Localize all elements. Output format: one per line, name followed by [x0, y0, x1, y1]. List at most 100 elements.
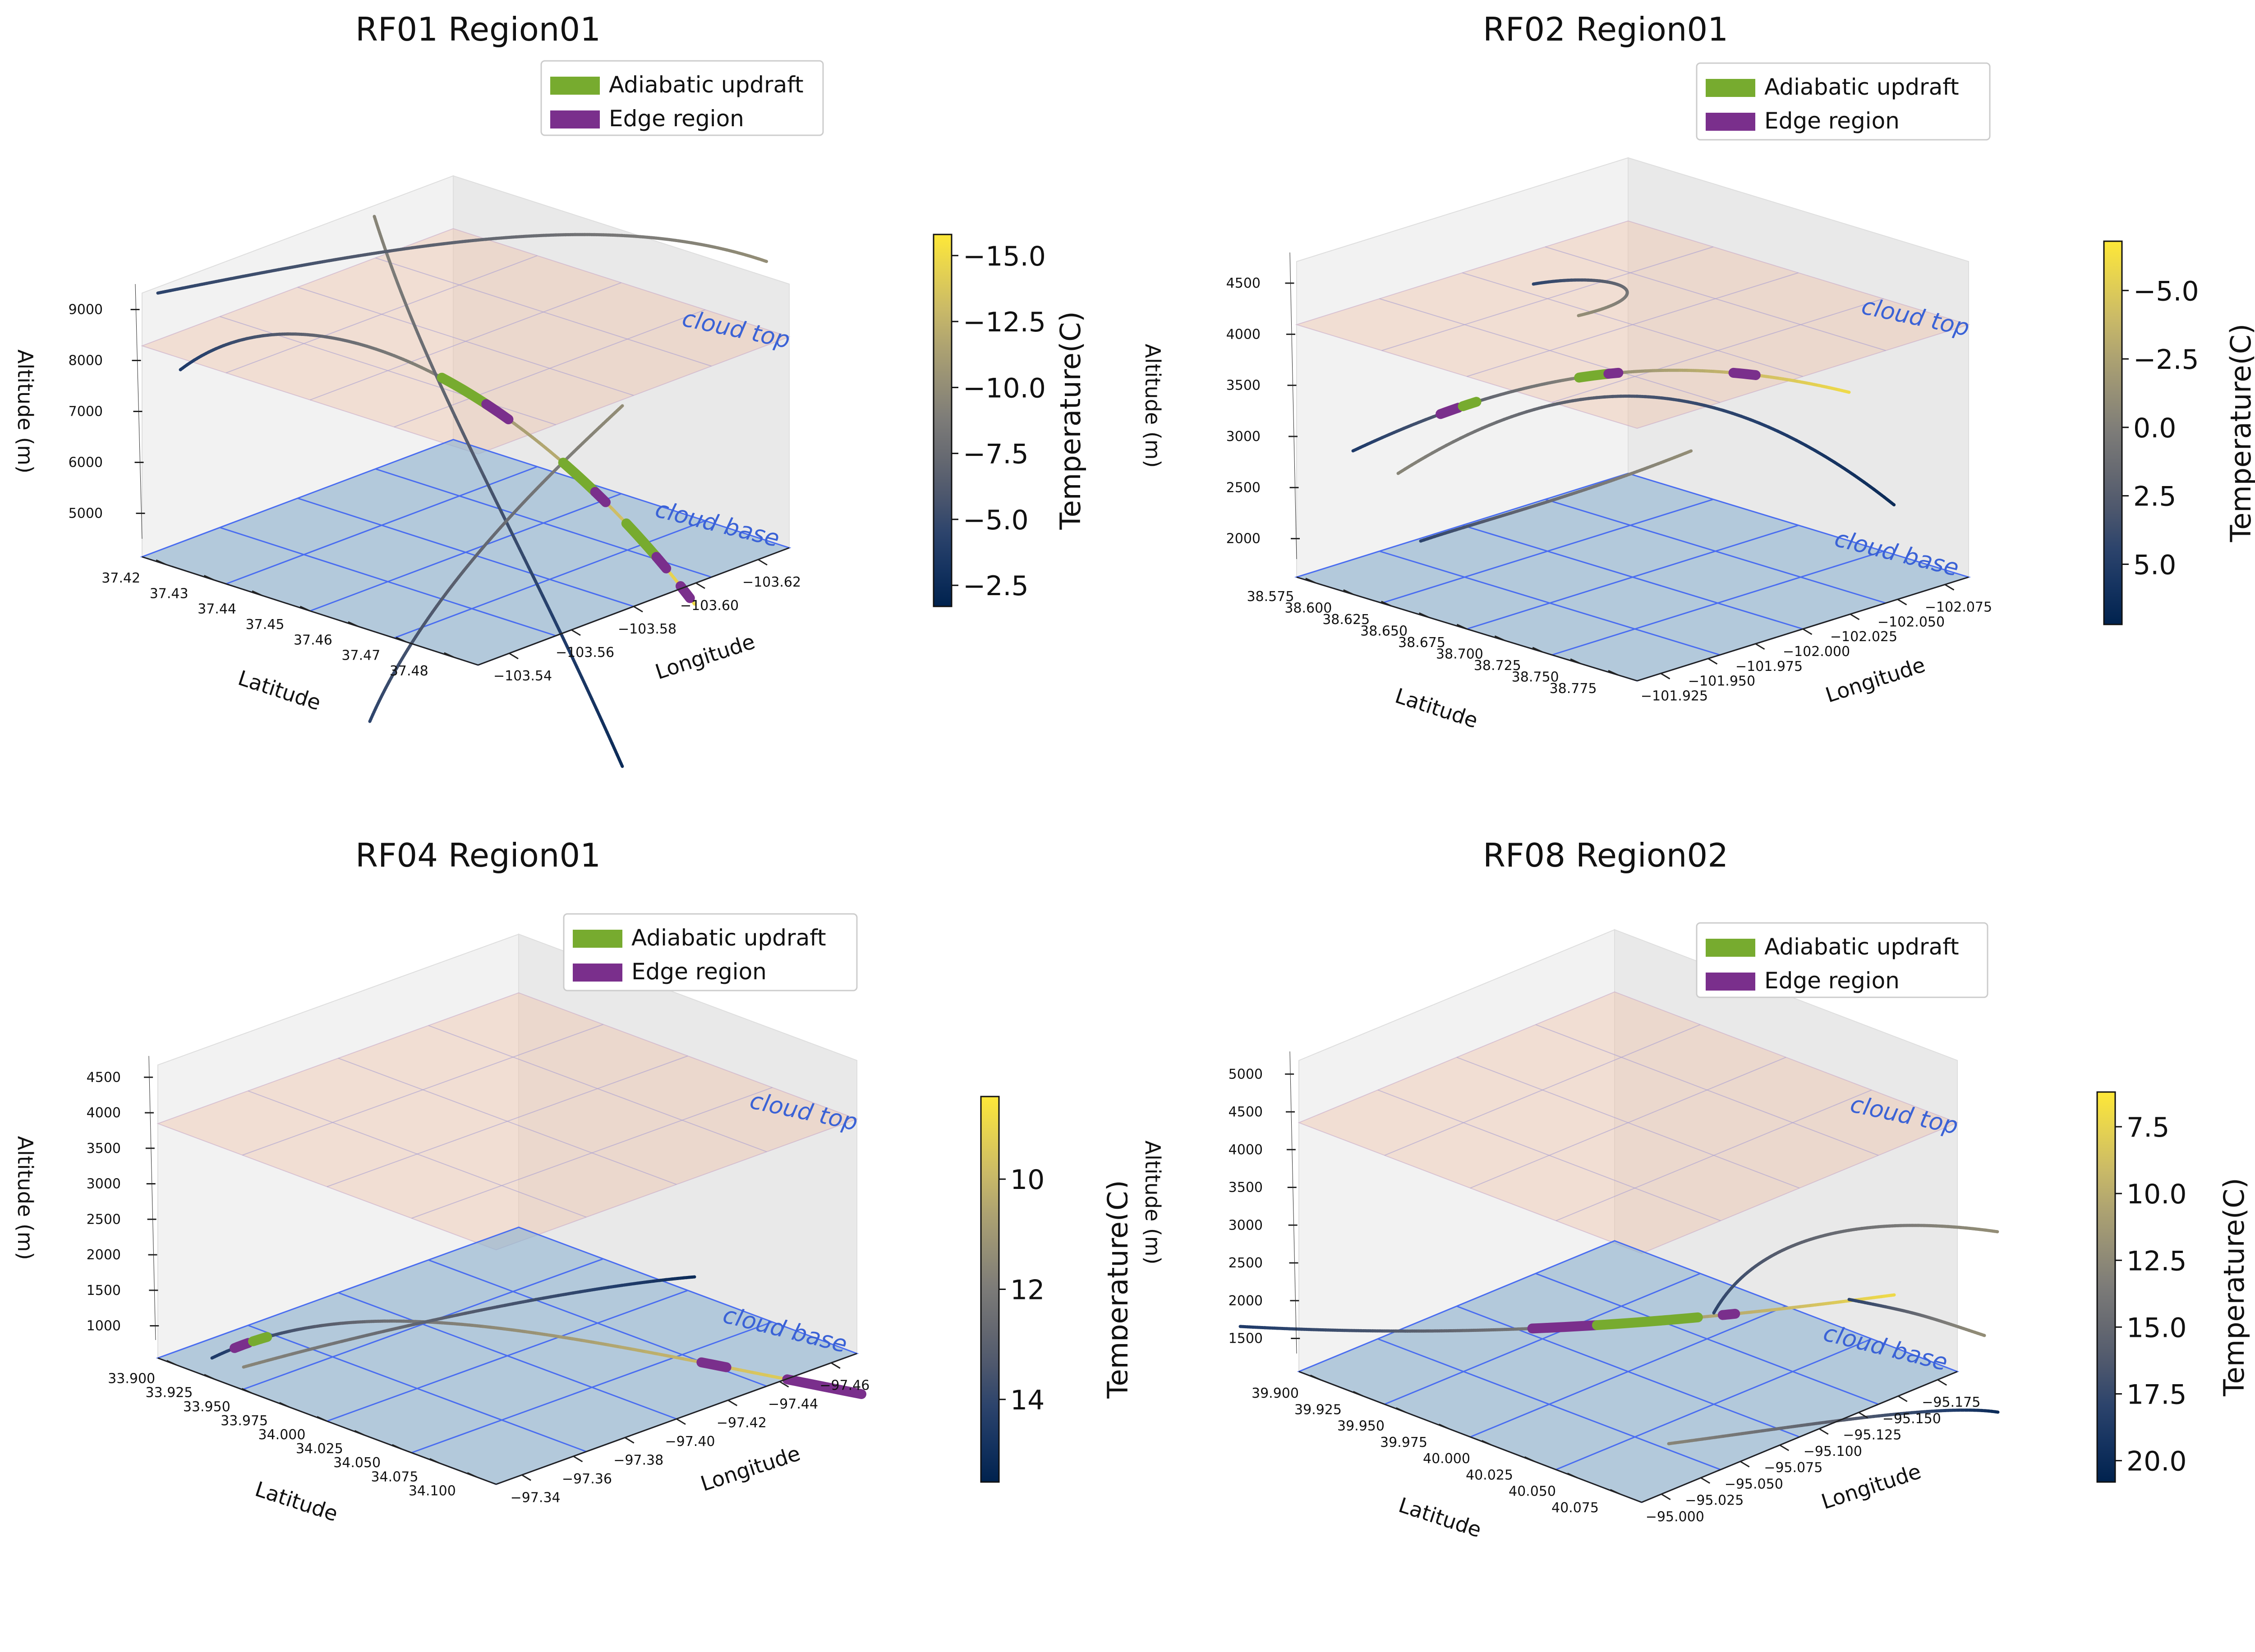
flight-track-segment — [600, 719, 609, 734]
flight-track-segment — [1770, 1307, 1784, 1312]
latitude-tick-label: 37.43 — [150, 586, 189, 601]
flight-track-segment — [1788, 378, 1801, 384]
longitude-tick-label: −102.025 — [1830, 629, 1897, 645]
flight-track-segment — [442, 241, 457, 245]
flight-track-segment — [181, 284, 197, 290]
flight-track-segment — [570, 654, 579, 669]
legend-label: Adiabatic updraft — [1764, 934, 1959, 960]
altitude-tick-label: 4500 — [87, 1069, 121, 1085]
longitude-axis-line — [1641, 1371, 1958, 1503]
flight-track-segment — [1837, 388, 1851, 394]
cloud-base-grid-line — [1535, 1273, 1879, 1405]
flight-track-segment — [1684, 449, 1693, 455]
flight-track-segment — [1808, 382, 1821, 387]
altitude-tick-label: 2000 — [87, 1247, 121, 1263]
flight-track-segment — [299, 262, 314, 267]
longitude-tick-mark — [676, 1418, 686, 1425]
flight-track-segment — [1781, 1306, 1795, 1311]
longitude-tick-mark — [624, 1437, 635, 1444]
altitude-tick-label: 1500 — [87, 1283, 121, 1299]
latitude-tick-label: 33.925 — [146, 1385, 193, 1401]
altitude-tick-label: 4000 — [1226, 326, 1261, 342]
legend-label: Edge region — [1764, 968, 1900, 994]
flight-track-segment — [288, 264, 303, 270]
edge-region-segment — [1436, 403, 1463, 419]
flight-track-segment — [536, 584, 544, 598]
latitude-tick-label: 38.600 — [1284, 600, 1332, 616]
altitude-tick-label: 3500 — [87, 1141, 121, 1156]
cloud-top-grid-line — [297, 287, 634, 396]
latitude-tick-label: 38.675 — [1398, 635, 1445, 651]
altitude-tick-label: 1000 — [87, 1318, 121, 1334]
flight-track-segment — [512, 422, 525, 432]
latitude-tick-label: 33.900 — [108, 1371, 155, 1387]
flight-track-segment — [345, 254, 359, 260]
longitude-axis-label: Longitude — [652, 629, 758, 684]
latitude-tick-label: 38.625 — [1322, 612, 1370, 628]
colorbar-label: Temperature(C) — [2224, 324, 2255, 542]
flight-track-segment — [1827, 386, 1841, 392]
altitude-axis-label: Altitude (m) — [1141, 344, 1165, 468]
altitude-tick-label: 2000 — [1229, 1293, 1263, 1309]
chart-panel: cloud top cloud base 1000 1500 2000 2500 3000 3… — [0, 826, 1128, 1652]
chart-panel: cloud top cloud base 2000 2500 3000 3500 4000 4… — [1128, 0, 2255, 826]
latitude-tick-mark — [1610, 1489, 1621, 1495]
latitude-tick-mark — [1494, 635, 1505, 641]
colorbar-tick-label: 10 — [1010, 1164, 1045, 1196]
longitude-tick-mark — [1897, 1395, 1908, 1402]
colorbar — [2096, 1091, 2116, 1483]
chart-panel: cloud top cloud base 1500 2000 2500 3000 3500 4… — [1128, 826, 2255, 1652]
latitude-tick-mark — [317, 1416, 327, 1422]
flight-track-segment — [401, 358, 414, 365]
adiabatic-updraft-segment — [558, 458, 600, 497]
altitude-tick-label: 4000 — [87, 1105, 121, 1121]
flight-track-segment — [541, 594, 549, 607]
flight-track-segment — [768, 1374, 786, 1381]
flight-track-segment — [411, 244, 425, 249]
flight-track-segment — [1801, 1303, 1815, 1308]
flight-track-segment — [1758, 421, 1770, 429]
flight-track-segment — [400, 246, 414, 251]
flight-track-segment — [590, 697, 598, 711]
colorbar-tick-label: −7.5 — [963, 439, 1029, 470]
legend-label: Edge region — [1764, 108, 1900, 134]
cloud-base-grid-line — [1462, 524, 1803, 630]
flight-track-segment — [365, 344, 377, 351]
flight-track-segment — [513, 537, 521, 550]
longitude-tick-mark — [1660, 673, 1671, 679]
edge-region-segment — [1603, 367, 1624, 379]
flight-track-segment — [657, 1352, 674, 1358]
cloud-base-grid-line — [297, 497, 634, 607]
flight-track-segment — [610, 742, 619, 757]
longitude-tick-label: −103.60 — [680, 598, 739, 614]
flight-track-segment — [374, 347, 387, 354]
latitude-tick-mark — [156, 559, 166, 565]
cloud-top-grid-line — [428, 1025, 767, 1152]
latitude-tick-label: 34.025 — [296, 1441, 343, 1457]
altitude-axis-label: Altitude (m) — [13, 1136, 37, 1260]
edge-region-segment — [782, 1374, 866, 1399]
flight-track-segment — [605, 730, 614, 745]
flight-track-segment — [229, 275, 244, 280]
flight-track-segment — [1990, 1229, 2000, 1234]
flight-track-segment — [482, 475, 490, 487]
flight-track-segment — [535, 1331, 551, 1337]
colorbar — [933, 234, 953, 607]
cloud-base-grid-line — [1555, 1338, 1872, 1470]
flight-track-segment — [1299, 1327, 1315, 1331]
flight-track-segment — [575, 665, 584, 679]
latitude-tick-mark — [1567, 1473, 1578, 1478]
flight-track-segment — [1882, 495, 1896, 507]
latitude-axis-label: Latitude — [252, 1477, 341, 1526]
edge-region-segment — [1728, 367, 1761, 380]
cloud-top-grid-line — [394, 309, 706, 427]
latitude-tick-mark — [1310, 1374, 1321, 1381]
edge-region-segment — [481, 399, 514, 425]
legend-label: Adiabatic updraft — [609, 72, 804, 98]
flight-track-segment — [549, 450, 561, 461]
longitude-tick-mark — [1707, 658, 1718, 665]
flight-track-segment — [1813, 449, 1827, 458]
flight-track-segment — [513, 1328, 528, 1334]
latitude-axis-label: Latitude — [235, 665, 324, 715]
